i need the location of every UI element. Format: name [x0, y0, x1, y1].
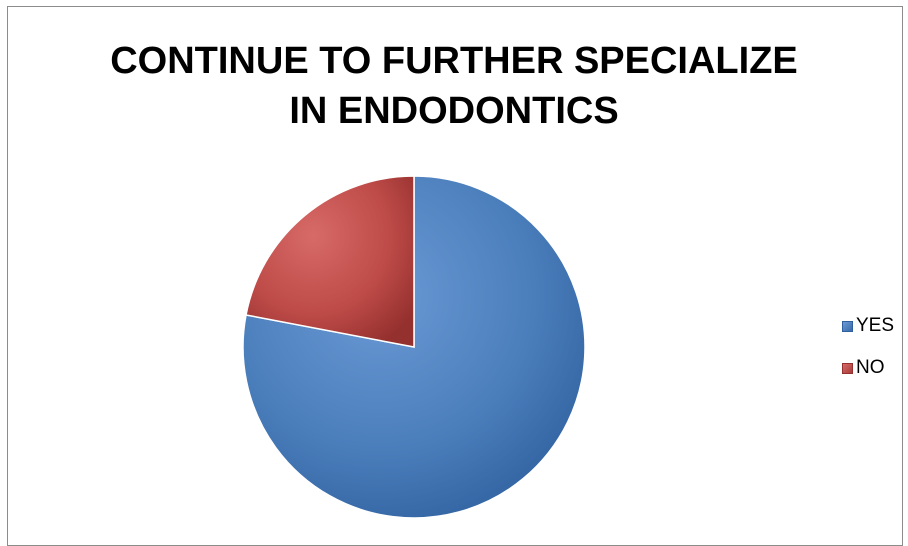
chart-title-line-1: CONTINUE TO FURTHER SPECIALIZE — [110, 40, 798, 82]
pie-slice-no — [245, 175, 415, 348]
legend-swatch-yes — [842, 320, 853, 332]
legend-label-yes: YES — [856, 315, 895, 336]
legend: YES NO — [842, 313, 894, 397]
pie-slice-yes — [242, 175, 586, 519]
legend-swatch-no — [842, 362, 853, 374]
legend-item-no: NO — [842, 355, 894, 381]
chart-title-line-2: IN ENDODONTICS — [289, 90, 619, 132]
legend-item-yes: YES — [842, 313, 894, 339]
legend-label-no: NO — [856, 357, 885, 378]
chart-title: CONTINUE TO FURTHER SPECIALIZE IN ENDODO… — [0, 36, 908, 136]
